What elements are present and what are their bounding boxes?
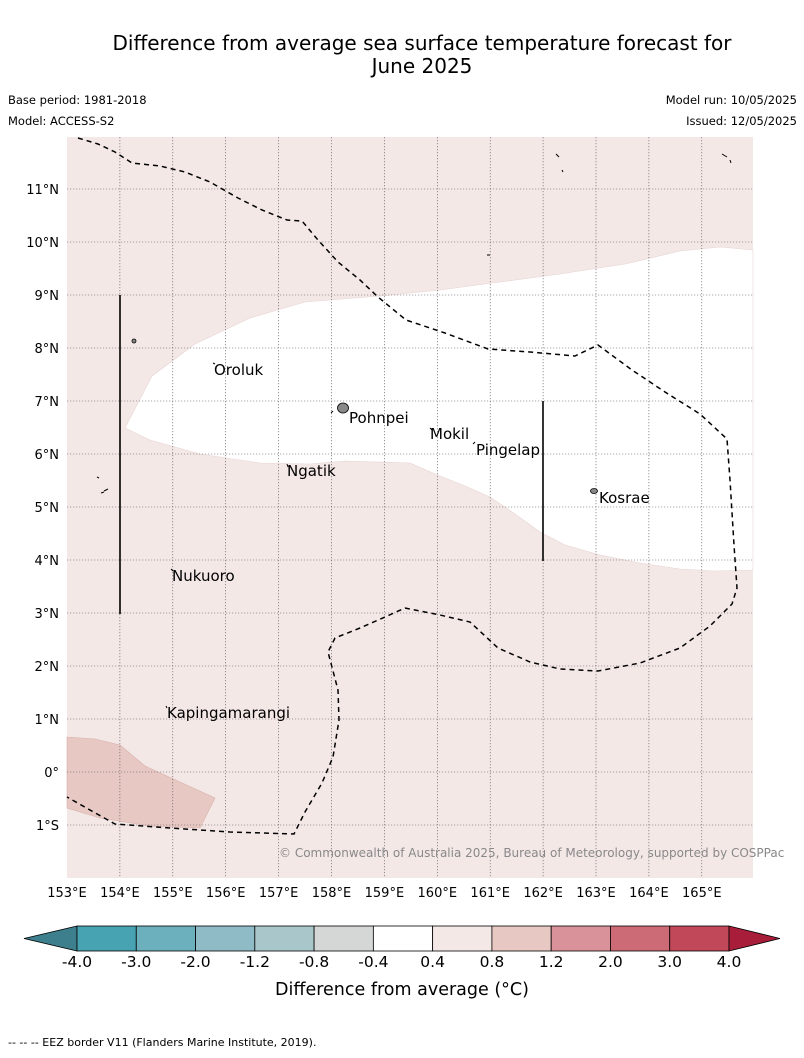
- kosrae-island-icon: [590, 488, 598, 494]
- colorbar-tick: -0.8: [298, 953, 330, 971]
- lon-label: 159°E: [365, 886, 405, 901]
- lat-label: 11°N: [26, 183, 59, 198]
- lon-label: 164°E: [629, 886, 669, 901]
- colorbar-segment: [313, 925, 374, 952]
- colorbar-tick: -0.4: [358, 953, 389, 971]
- title-line-2: June 2025: [371, 54, 473, 78]
- colorbar-tick: 4.0: [716, 953, 742, 971]
- colorbar-segment: [491, 925, 552, 952]
- ngatik-marker-icon: [286, 463, 289, 468]
- colorbar-segment: [669, 925, 730, 952]
- colorbar-segment: [254, 925, 315, 952]
- atoll-marker-icon: [330, 410, 334, 414]
- northern-islets-icon: [487, 153, 732, 256]
- lat-label: 3°N: [35, 607, 60, 622]
- place-label-kosrae: Kosrae: [599, 489, 650, 507]
- place-label-ngatik: Ngatik: [287, 462, 336, 480]
- mokil-marker-icon: [429, 427, 433, 431]
- colorbar-extend-high: [728, 925, 781, 952]
- lon-label: 165°E: [682, 886, 722, 901]
- title-line-1: Difference from average sea surface temp…: [112, 31, 732, 55]
- colorbar-tick: 0.8: [479, 953, 505, 971]
- colorbar-extend-low: [23, 925, 78, 952]
- colorbar-segment: [550, 925, 611, 952]
- lat-label: 5°N: [35, 501, 60, 516]
- colorbar-tick: -3.0: [121, 953, 152, 971]
- lon-label: 161°E: [470, 886, 510, 901]
- colorbar-segment: [195, 925, 256, 952]
- issued-text: Issued: 12/05/2025: [686, 114, 797, 128]
- oroluk-marker-icon: [212, 362, 216, 365]
- eez-footnote: -- -- -- EEZ border V11 (Flanders Marine…: [8, 1036, 317, 1049]
- colorbar-segment: [610, 925, 671, 952]
- chart-title: Difference from average sea surface temp…: [0, 32, 804, 78]
- longitude-labels: 153°E 154°E 155°E 156°E 157°E 158°E 159°E 160°E…: [47, 886, 721, 901]
- colorbar-tick: -4.0: [61, 953, 93, 971]
- copyright-text: © Commonwealth of Australia 2025, Bureau…: [279, 846, 784, 860]
- colorbar-segment: [135, 925, 196, 952]
- lat-label: 6°N: [35, 448, 60, 463]
- model-text: Model: ACCESS-S2: [8, 114, 115, 128]
- lat-label: 0°: [44, 766, 59, 781]
- place-label-oroluk: Oroluk: [214, 361, 263, 379]
- colorbar-segment: [432, 925, 493, 952]
- lat-label: 10°N: [26, 236, 59, 251]
- colorbar-tick: -2.0: [180, 953, 211, 971]
- lat-label: 9°N: [35, 289, 60, 304]
- lat-label: 4°N: [35, 554, 60, 569]
- colorbar-tick: 1.2: [538, 953, 564, 971]
- lon-label: 156°E: [206, 886, 246, 901]
- lat-label: 1°S: [36, 819, 59, 834]
- lon-label: 158°E: [312, 886, 352, 901]
- eez-border: [66, 137, 738, 835]
- place-label-nukuoro: Nukuoro: [172, 567, 235, 585]
- small-islets-icon: [96, 476, 109, 494]
- lon-label: 160°E: [418, 886, 458, 901]
- latitude-labels: 11°N 10°N 9°N 8°N 7°N 6°N 5°N 4°N 3°N 2°N 1°N 0° 1°S: [26, 183, 59, 834]
- lat-label: 7°N: [35, 395, 60, 410]
- colorbar: [23, 925, 781, 952]
- lon-label: 155°E: [153, 886, 193, 901]
- lon-label: 157°E: [259, 886, 299, 901]
- kapinga-marker-icon: [165, 705, 168, 709]
- atoll-icon: [131, 338, 137, 344]
- pohnpei-island-icon: [337, 402, 349, 414]
- place-label-kapingamarangi: Kapingamarangi: [167, 704, 290, 722]
- lon-label: 162°E: [523, 886, 563, 901]
- place-label-pingelap: Pingelap: [476, 441, 540, 459]
- graticule: [67, 137, 753, 878]
- colorbar-tick: 0.4: [420, 953, 445, 971]
- anomaly-patch-0-8: [66, 736, 216, 829]
- colorbar-segment: [76, 925, 137, 952]
- lon-label: 153°E: [47, 886, 87, 901]
- colorbar-tick: 2.0: [598, 953, 623, 971]
- lon-label: 163°E: [576, 886, 616, 901]
- colorbar-tick: 3.0: [657, 953, 683, 971]
- nukuoro-marker-icon: [170, 568, 174, 572]
- colorbar-tick: -1.2: [239, 953, 270, 971]
- model-run-text: Model run: 10/05/2025: [665, 93, 797, 107]
- lat-label: 8°N: [35, 342, 60, 357]
- place-label-pohnpei: Pohnpei: [349, 409, 409, 427]
- lat-label: 2°N: [35, 660, 60, 675]
- lat-label: 1°N: [35, 713, 60, 728]
- colorbar-title: Difference from average (°C): [275, 980, 529, 1000]
- place-label-mokil: Mokil: [430, 425, 469, 443]
- base-period-text: Base period: 1981-2018: [8, 93, 147, 107]
- lon-label: 154°E: [100, 886, 140, 901]
- colorbar-segment: [372, 925, 434, 952]
- pingelap-marker-icon: [472, 441, 476, 445]
